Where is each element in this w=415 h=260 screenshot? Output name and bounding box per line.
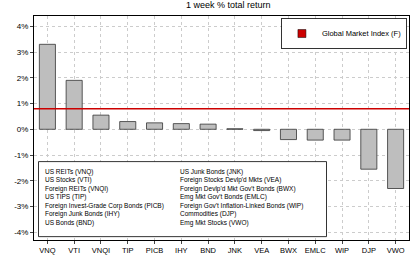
svg-text:2%: 2% [17, 74, 29, 83]
svg-text:1 week % total return: 1 week % total return [186, 0, 271, 10]
svg-text:US REITs (VNQ)US Stocks (VTI)F: US REITs (VNQ)US Stocks (VTI)Foreign REI… [45, 168, 164, 227]
svg-text:Global Market Index (F): Global Market Index (F) [322, 29, 401, 38]
svg-text:0%: 0% [17, 125, 29, 134]
svg-text:4%: 4% [17, 22, 29, 31]
svg-text:VNQI: VNQI [92, 246, 110, 255]
svg-text:VEA: VEA [254, 246, 269, 255]
svg-text:3%: 3% [17, 48, 29, 57]
svg-text:US Junk Bonds (JNK)Foreign Sto: US Junk Bonds (JNK)Foreign Stocks Devlp'… [180, 168, 303, 227]
svg-text:VTI: VTI [68, 246, 80, 255]
svg-text:DJP: DJP [362, 246, 376, 255]
svg-text:1%: 1% [17, 99, 29, 108]
svg-text:IHY: IHY [175, 246, 188, 255]
svg-text:JNK: JNK [228, 246, 242, 255]
svg-text:BND: BND [200, 246, 216, 255]
svg-text:VNQ: VNQ [39, 246, 55, 255]
svg-text:-4%: -4% [14, 228, 28, 237]
svg-text:TIP: TIP [122, 246, 134, 255]
svg-text:VWO: VWO [387, 246, 405, 255]
svg-text:PICB: PICB [146, 246, 164, 255]
svg-text:-1%: -1% [14, 151, 28, 160]
svg-text:-2%: -2% [14, 177, 28, 186]
svg-text:EMLC: EMLC [305, 246, 326, 255]
svg-text:BWX: BWX [280, 246, 297, 255]
svg-text:-3%: -3% [14, 202, 28, 211]
svg-text:WIP: WIP [335, 246, 349, 255]
